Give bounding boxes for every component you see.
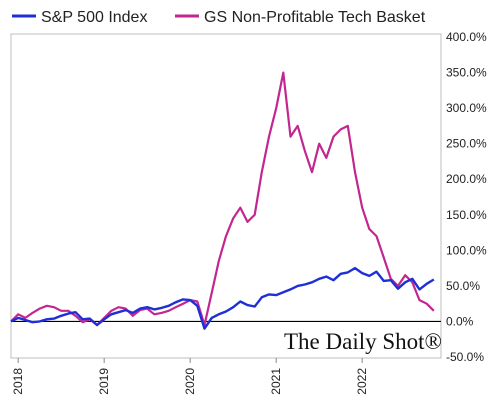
y-tick-label: 300.0%: [446, 101, 487, 115]
x-tick-label: 2020: [183, 368, 197, 395]
x-axis: 2018 2019 2020 2021 2022: [11, 358, 369, 395]
x-tick-label: 2019: [97, 368, 111, 395]
y-tick-label: -50.0%: [446, 350, 484, 364]
y-tick-label: 0.0%: [446, 314, 474, 328]
x-tick-label: 2022: [355, 368, 369, 395]
x-tick-label: 2021: [269, 368, 283, 395]
watermark: The Daily Shot®: [284, 329, 442, 354]
y-tick-label: 50.0%: [446, 279, 480, 293]
legend-label-sp500: S&P 500 Index: [41, 9, 147, 26]
watermark-text: The Daily Shot®: [284, 329, 442, 354]
y-tick-label: 250.0%: [446, 137, 487, 151]
series-line-sp500: [10, 266, 435, 330]
y-axis: 400.0% 350.0% 300.0% 250.0% 200.0% 150.0…: [446, 30, 487, 364]
y-tick-label: 200.0%: [446, 172, 487, 186]
series-line-gs-non-profitable-tech: [10, 71, 435, 327]
y-tick-label: 400.0%: [446, 30, 487, 44]
y-tick-label: 350.0%: [446, 66, 487, 80]
y-tick-label: 150.0%: [446, 208, 487, 222]
plot-area: [10, 33, 442, 359]
legend: S&P 500 Index GS Non-Profitable Tech Bas…: [12, 9, 426, 26]
legend-label-gs-tech: GS Non-Profitable Tech Basket: [204, 9, 426, 26]
x-tick-label: 2018: [11, 368, 25, 395]
y-tick-label: 100.0%: [446, 243, 487, 257]
